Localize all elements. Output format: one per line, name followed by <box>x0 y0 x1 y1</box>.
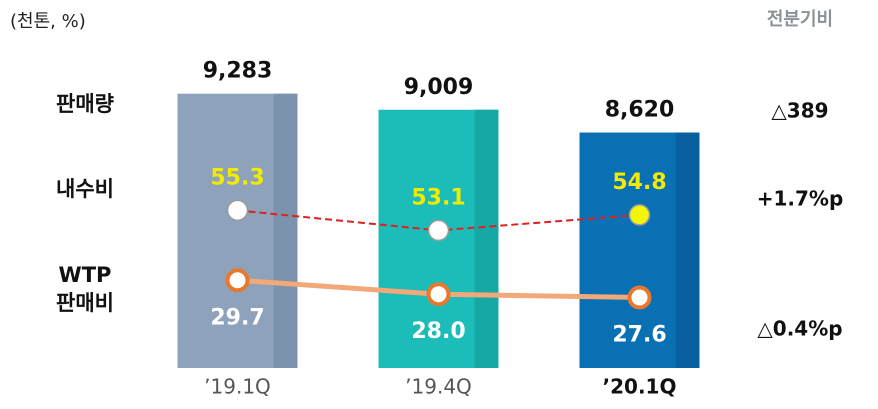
x-tick-label: ’19.1Q <box>204 375 271 399</box>
point-value: 54.8 <box>612 170 666 195</box>
point-value: 55.3 <box>210 165 264 190</box>
row-label: WTP 판매비 <box>56 263 114 315</box>
marker <box>226 199 249 222</box>
change-label: △0.4%p <box>757 317 842 341</box>
change-label: +1.7%p <box>757 187 844 211</box>
bar-value: 9,009 <box>404 75 474 100</box>
row-label-line: 판매량 <box>56 92 114 116</box>
marker <box>627 285 652 310</box>
row-label-line: WTP <box>59 263 112 287</box>
row-label: 내수비 <box>56 177 114 201</box>
unit-label: (천톤, %) <box>10 11 86 32</box>
bar <box>579 132 700 368</box>
row-label-line: 내수비 <box>56 177 114 201</box>
bar <box>378 109 499 368</box>
point-value: 28.0 <box>411 319 465 344</box>
bar-edge <box>474 109 499 368</box>
bar-value: 9,283 <box>203 59 273 84</box>
marker <box>426 282 451 307</box>
change-label: △389 <box>771 99 828 123</box>
row-label-line: 판매비 <box>56 291 114 315</box>
bar-value: 8,620 <box>605 98 675 123</box>
bar-edge <box>273 93 298 369</box>
change-header: 전분기비 <box>767 9 833 30</box>
marker <box>225 268 250 293</box>
marker <box>427 219 450 242</box>
point-value: 27.6 <box>612 322 666 347</box>
x-tick-label: ’19.4Q <box>405 375 472 399</box>
marker <box>628 204 651 226</box>
row-label: 판매량 <box>56 92 114 116</box>
point-value: 29.7 <box>210 305 264 330</box>
bar <box>177 93 298 369</box>
point-value: 53.1 <box>411 185 465 210</box>
bar-edge <box>675 132 700 368</box>
x-tick-label: ’20.1Q <box>603 375 677 399</box>
